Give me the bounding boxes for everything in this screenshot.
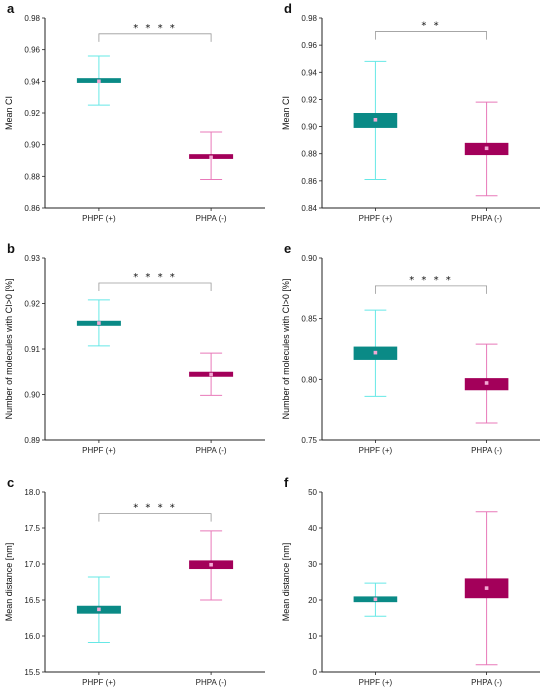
y-tick-label: 0.84 [301, 204, 317, 213]
x-tick-label: PHPA (-) [196, 214, 227, 223]
y-tick-label: 0.96 [24, 46, 40, 55]
panel-c: c 15.5 16.0 16.5 17.0 17.5 18.0 Mean distance [… [4, 475, 265, 687]
y-tick-label: 18.0 [24, 488, 40, 497]
y-axis-label: Number of molecules with CI>0 [%] [4, 279, 14, 420]
mean-marker [484, 586, 489, 590]
panel-a: a 0.86 0.88 0.90 0.92 0.94 0.96 0.98 Mean CI PHPF… [4, 1, 265, 223]
y-tick-label: 0.92 [24, 300, 40, 309]
y-tick-label: 0.98 [301, 14, 317, 23]
y-tick-label: 0.89 [24, 436, 40, 445]
y-tick-label: 0.93 [24, 254, 40, 263]
y-tick-label: 0.90 [301, 123, 317, 132]
panel-letter: e [284, 241, 291, 256]
mean-marker [209, 372, 213, 377]
mean-marker [484, 146, 489, 151]
y-tick-label: 0 [313, 668, 318, 677]
panel-letter: d [284, 1, 292, 16]
mean-marker [373, 597, 378, 602]
x-tick-label: PHPA (-) [196, 446, 227, 455]
mean-marker [97, 79, 101, 84]
significance-bracket [98, 513, 212, 522]
significance-stars: * * * * [409, 275, 453, 286]
significance-bracket [375, 31, 487, 40]
significance-stars: * * * * [133, 272, 177, 283]
y-tick-label: 50 [308, 488, 317, 497]
y-axis-label: Mean distance [nm] [281, 543, 291, 622]
y-axis-label: Number of molecules with CI>0 [%] [281, 279, 291, 420]
significance-bracket [375, 285, 487, 294]
y-tick-label: 0.90 [24, 141, 40, 150]
x-tick-label: PHPA (-) [471, 446, 502, 455]
y-tick-label: 0.75 [301, 436, 317, 445]
panel-letter: f [284, 475, 289, 490]
y-axis-label: Mean CI [281, 96, 291, 130]
y-tick-label: 40 [308, 524, 317, 533]
x-tick-label: PHPF (+) [82, 678, 116, 687]
y-tick-label: 0.91 [24, 345, 40, 354]
panel-letter: c [7, 475, 14, 490]
y-tick-label: 17.0 [24, 560, 40, 569]
x-tick-label: PHPF (+) [359, 214, 393, 223]
panel-b: b 0.89 0.90 0.91 0.92 0.93 Number of molecules… [4, 241, 265, 455]
panel-f: f 0 10 20 30 40 50 Mean distance [nm] PHPF (+) PH… [281, 475, 540, 687]
mean-marker [209, 155, 213, 160]
mean-marker [373, 350, 378, 355]
x-tick-label: PHPA (-) [471, 678, 502, 687]
panel-letter: b [7, 241, 15, 256]
mean-marker [97, 607, 101, 612]
y-tick-label: 16.5 [24, 596, 40, 605]
y-axis-label: Mean distance [nm] [4, 543, 14, 622]
x-tick-label: PHPF (+) [82, 446, 116, 455]
panel-e: e 0.75 0.80 0.85 0.90 Number of molecules wit… [281, 241, 540, 455]
y-tick-label: 0.80 [301, 375, 317, 384]
y-tick-label: 0.88 [24, 172, 40, 181]
y-tick-label: 0.92 [24, 109, 40, 118]
y-tick-label: 0.94 [24, 77, 40, 86]
mean-marker [97, 321, 101, 325]
significance-stars: * * * * [133, 23, 177, 34]
y-tick-label: 0.86 [301, 177, 317, 186]
y-tick-label: 10 [308, 632, 317, 641]
y-tick-label: 0.94 [301, 68, 317, 77]
x-tick-label: PHPA (-) [196, 678, 227, 687]
y-tick-label: 0.98 [24, 14, 40, 23]
x-tick-label: PHPF (+) [359, 446, 393, 455]
y-tick-label: 20 [308, 596, 317, 605]
mean-marker [373, 117, 378, 122]
x-tick-label: PHPF (+) [82, 214, 116, 223]
y-tick-label: 17.5 [24, 524, 40, 533]
x-tick-label: PHPF (+) [359, 678, 393, 687]
y-tick-label: 0.90 [24, 391, 40, 400]
y-tick-label: 0.85 [301, 315, 317, 324]
y-tick-label: 0.92 [301, 95, 317, 104]
mean-marker [484, 381, 489, 385]
y-tick-label: 15.5 [24, 668, 40, 677]
y-tick-label: 30 [308, 560, 317, 569]
y-axis-label: Mean CI [4, 96, 14, 130]
significance-stars: * * * * [133, 503, 177, 514]
panel-d: d 0.84 0.86 0.88 0.90 0.92 0.94 0.96 0.98 Mean CI… [281, 1, 540, 223]
y-tick-label: 16.0 [24, 632, 40, 641]
significance-stars: * * [421, 21, 440, 32]
significance-bracket [98, 282, 212, 292]
y-tick-label: 0.88 [301, 150, 317, 159]
mean-marker [209, 562, 213, 567]
y-tick-label: 0.86 [24, 204, 40, 213]
panel-letter: a [7, 1, 15, 16]
y-tick-label: 0.90 [301, 254, 317, 263]
significance-bracket [98, 33, 212, 42]
x-tick-label: PHPA (-) [471, 214, 502, 223]
y-tick-label: 0.96 [301, 41, 317, 50]
